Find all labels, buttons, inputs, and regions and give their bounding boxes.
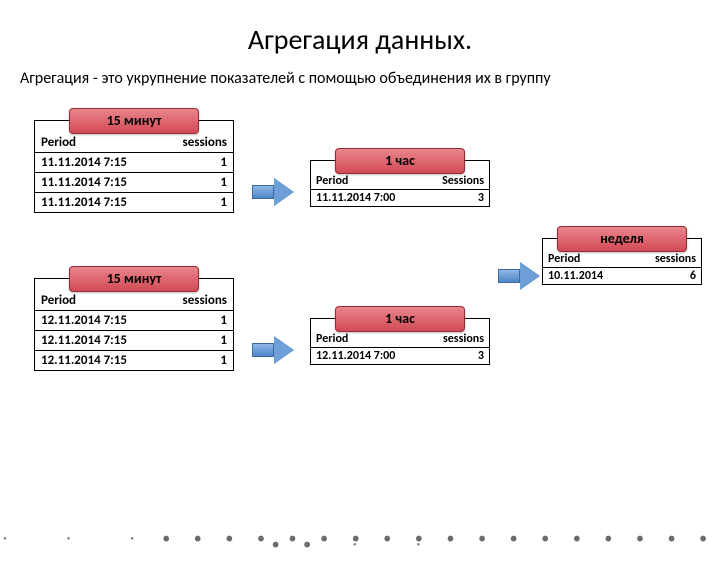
col-period: Period	[311, 173, 424, 190]
table-row: 10.11.20146	[543, 268, 701, 285]
table-row: 11.11.2014 7:151	[35, 193, 233, 213]
col-sessions: sessions	[424, 331, 489, 348]
block-1hour-a: 1 час Period Sessions 11.11.2014 7:003	[310, 148, 490, 207]
badge-week: неделя	[557, 226, 687, 252]
col-sessions: Sessions	[424, 173, 489, 190]
block-week: неделя Period sessions 10.11.20146	[542, 226, 702, 285]
col-period: Period	[543, 251, 632, 268]
table-row: 12.11.2014 7:003	[311, 348, 489, 365]
col-period: Period	[35, 133, 161, 153]
col-sessions: sessions	[161, 291, 233, 311]
arrow-icon	[498, 262, 542, 290]
badge-15min-a: 15 минут	[69, 108, 199, 134]
table-row: 11.11.2014 7:151	[35, 153, 233, 173]
col-period: Period	[35, 291, 161, 311]
diagram-canvas: 15 минут Period sessions 11.11.2014 7:15…	[0, 88, 720, 518]
col-sessions: sessions	[161, 133, 233, 153]
table-row: 11.11.2014 7:151	[35, 173, 233, 193]
col-period: Period	[311, 331, 424, 348]
badge-1hour-a: 1 час	[335, 148, 465, 174]
block-1hour-b: 1 час Period sessions 12.11.2014 7:003	[310, 306, 490, 365]
table-row: 12.11.2014 7:151	[35, 311, 233, 331]
table-row: 11.11.2014 7:003	[311, 190, 489, 207]
page-title: Агрегация данных.	[0, 22, 720, 57]
table-1hour-b: Period sessions 12.11.2014 7:003	[311, 331, 489, 364]
table-week: Period sessions 10.11.20146	[543, 251, 701, 284]
col-sessions: sessions	[632, 251, 701, 268]
decorative-dots: · · ·• • • • • • • • • • • • • • • • • •…	[0, 536, 720, 548]
table-15min-a: Period sessions 11.11.2014 7:151 11.11.2…	[35, 133, 233, 212]
badge-1hour-b: 1 час	[335, 306, 465, 332]
table-1hour-a: Period Sessions 11.11.2014 7:003	[311, 173, 489, 206]
page-subtitle: Агрегация - это укрупнение показателей с…	[20, 69, 720, 88]
block-15min-b: 15 минут Period sessions 12.11.2014 7:15…	[34, 266, 234, 371]
table-row: 12.11.2014 7:151	[35, 331, 233, 351]
table-15min-b: Period sessions 12.11.2014 7:151 12.11.2…	[35, 291, 233, 370]
arrow-icon	[252, 336, 296, 364]
block-15min-a: 15 минут Period sessions 11.11.2014 7:15…	[34, 108, 234, 213]
badge-15min-b: 15 минут	[69, 266, 199, 292]
arrow-icon	[252, 178, 296, 206]
table-row: 12.11.2014 7:151	[35, 351, 233, 371]
